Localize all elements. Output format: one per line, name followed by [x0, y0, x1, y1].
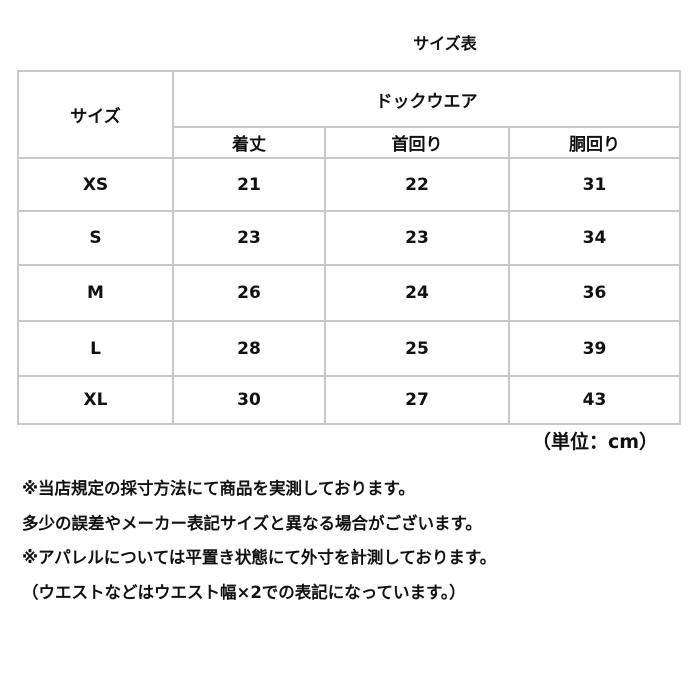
note-line: ※アパレルについては平置き状態にて外寸を計測しております。	[22, 548, 497, 567]
value-cell: 23	[172, 210, 326, 266]
page-title: サイズ表	[413, 34, 477, 53]
note-line: ※当店規定の採寸方法にて商品を実測しております。	[22, 479, 415, 498]
note-line: 多少の誤差やメーカー表記サイズと異なる場合がございます。	[22, 513, 482, 533]
value-cell: 28	[172, 320, 326, 377]
value-cell: 23	[324, 210, 510, 266]
table-row: XL 30 27 43	[17, 375, 681, 425]
size-header: サイズ	[17, 70, 174, 159]
value-cell: 43	[508, 375, 681, 425]
column-header: 着丈	[172, 126, 326, 159]
value-cell: 27	[324, 375, 510, 425]
value-cell: 39	[508, 320, 681, 377]
value-cell: 36	[508, 264, 681, 322]
value-cell: 24	[324, 264, 510, 322]
note-line: （ウエストなどはウエスト幅×2での表記になっています。）	[22, 582, 466, 602]
value-cell: 22	[324, 157, 510, 212]
size-cell: M	[17, 264, 174, 322]
value-cell: 26	[172, 264, 326, 322]
table-row: XS 21 22 31	[17, 157, 681, 212]
table-row: M 26 24 36	[17, 264, 681, 322]
value-cell: 31	[508, 157, 681, 212]
size-cell: S	[17, 210, 174, 266]
value-cell: 30	[172, 375, 326, 425]
value-cell: 25	[324, 320, 510, 377]
notes: ※当店規定の採寸方法にて商品を実測しております。 多少の誤差やメーカー表記サイズ…	[22, 472, 496, 610]
size-table: サイズ ドックウエア 着丈 首回り 胴回り XS 21 22 31 S 23 2…	[17, 70, 681, 425]
column-header: 首回り	[324, 126, 510, 159]
size-cell: L	[17, 320, 174, 377]
size-cell: XL	[17, 375, 174, 425]
table-row: L 28 25 39	[17, 320, 681, 377]
group-header: ドックウエア	[172, 70, 681, 128]
value-cell: 34	[508, 210, 681, 266]
size-cell: XS	[17, 157, 174, 212]
value-cell: 21	[172, 157, 326, 212]
table-row: S 23 23 34	[17, 210, 681, 266]
column-header: 胴回り	[508, 126, 681, 159]
unit-label: （単位：cm）	[531, 431, 658, 453]
